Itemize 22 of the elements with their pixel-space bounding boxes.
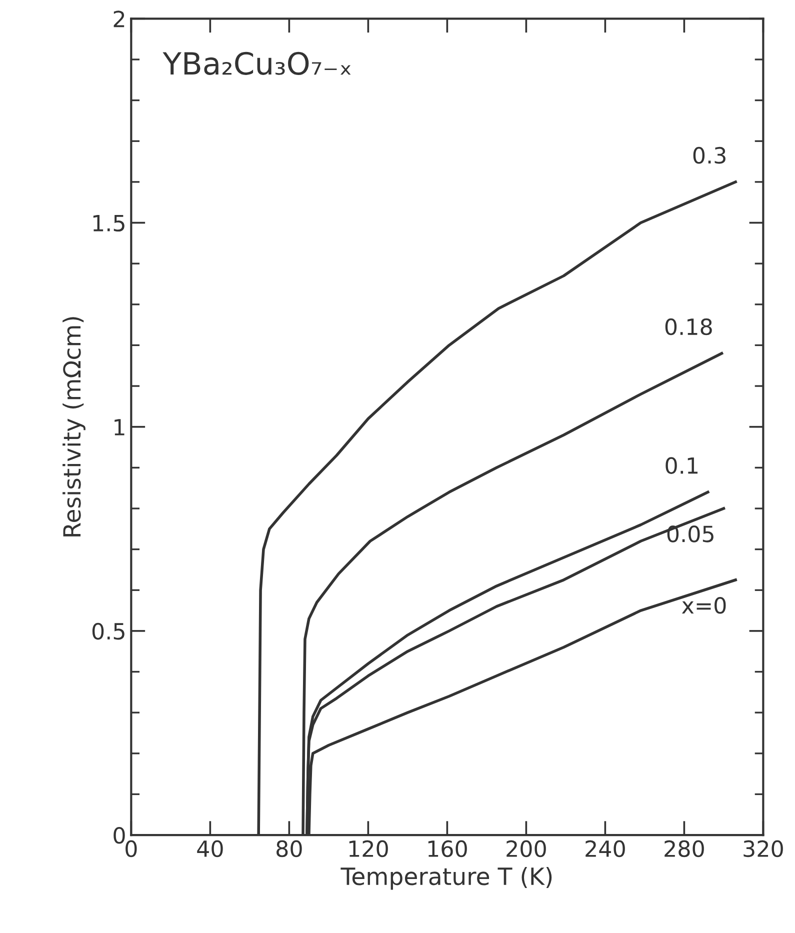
legend-label: 0.3 [693, 146, 726, 164]
x-tick-label: 200 [506, 840, 546, 858]
x-tick-label: 240 [586, 840, 625, 858]
x-axis-title: Temperature T (K) [340, 866, 552, 890]
x-tick-label: 120 [349, 840, 388, 858]
x-tick-label: 320 [744, 840, 783, 858]
y-tick-label: 0.5 [92, 622, 124, 640]
y-tick-label: 1.5 [93, 214, 124, 232]
x-tick-label: 280 [664, 840, 704, 858]
legend-label: x=0 [682, 596, 726, 614]
x-tick-label: 160 [428, 840, 467, 858]
series-label: 0.1 [666, 457, 698, 474]
text: YBa₂Cu₃O₇₋ₓ [162, 52, 351, 75]
x-tick-label: 40 [197, 840, 223, 858]
y-tick-label: 1 [114, 419, 124, 436]
series-label: 0.18 [665, 318, 712, 336]
y-tick-label: 2 [114, 10, 124, 28]
x-tick-label: 80 [276, 840, 302, 858]
y-axis-title: Resistivity (mΩcm) [62, 317, 86, 536]
x-tick-label: 0 [126, 840, 137, 858]
legend-label: 0.05 [667, 526, 714, 542]
y-tick-label: 0 [114, 826, 125, 844]
